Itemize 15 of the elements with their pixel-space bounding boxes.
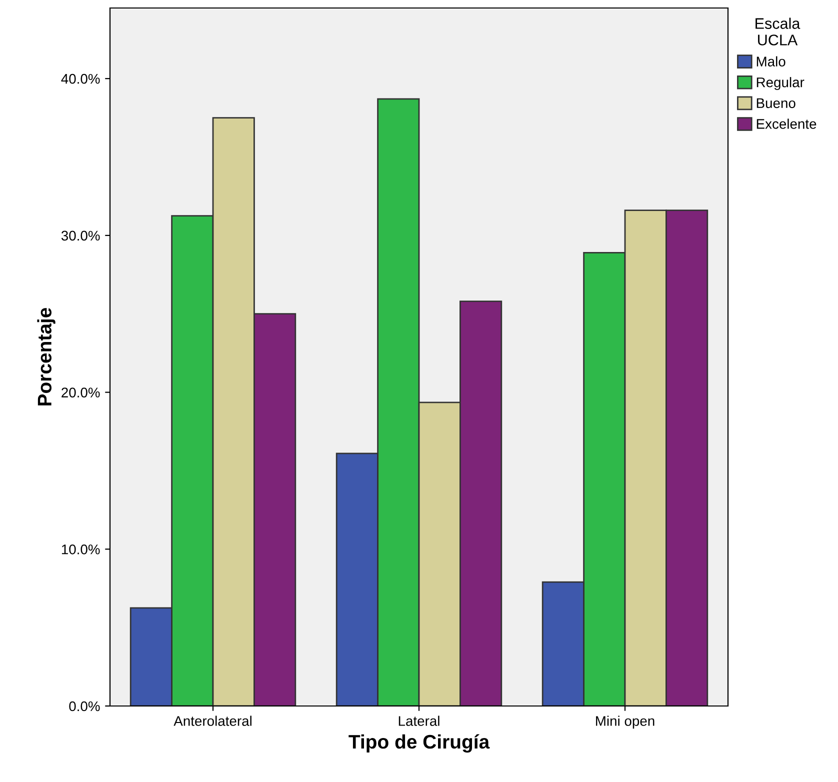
legend-title: Escala UCLA	[756, 18, 800, 46]
x-axis-title: Tipo de Cirugía	[348, 734, 490, 753]
legend-label: Malo	[756, 56, 786, 66]
y-tick-label: 40.0%	[61, 74, 100, 84]
x-tick-label: Anterolateral	[174, 716, 252, 726]
legend-label: Regular	[756, 77, 804, 90]
legend-label: Bueno	[756, 98, 796, 108]
y-tick-label: 0.0%	[69, 701, 100, 712]
y-tick-label: 20.0%	[62, 388, 100, 398]
x-tick-label: Mini open	[596, 716, 654, 729]
y-tick-label: 30.0%	[61, 230, 100, 241]
legend-label: Excelente	[756, 118, 816, 129]
y-tick-label: 10.0%	[62, 544, 100, 554]
y-axis-title: Porcentaje	[37, 308, 56, 406]
x-tick-label: Lateral	[398, 716, 440, 726]
